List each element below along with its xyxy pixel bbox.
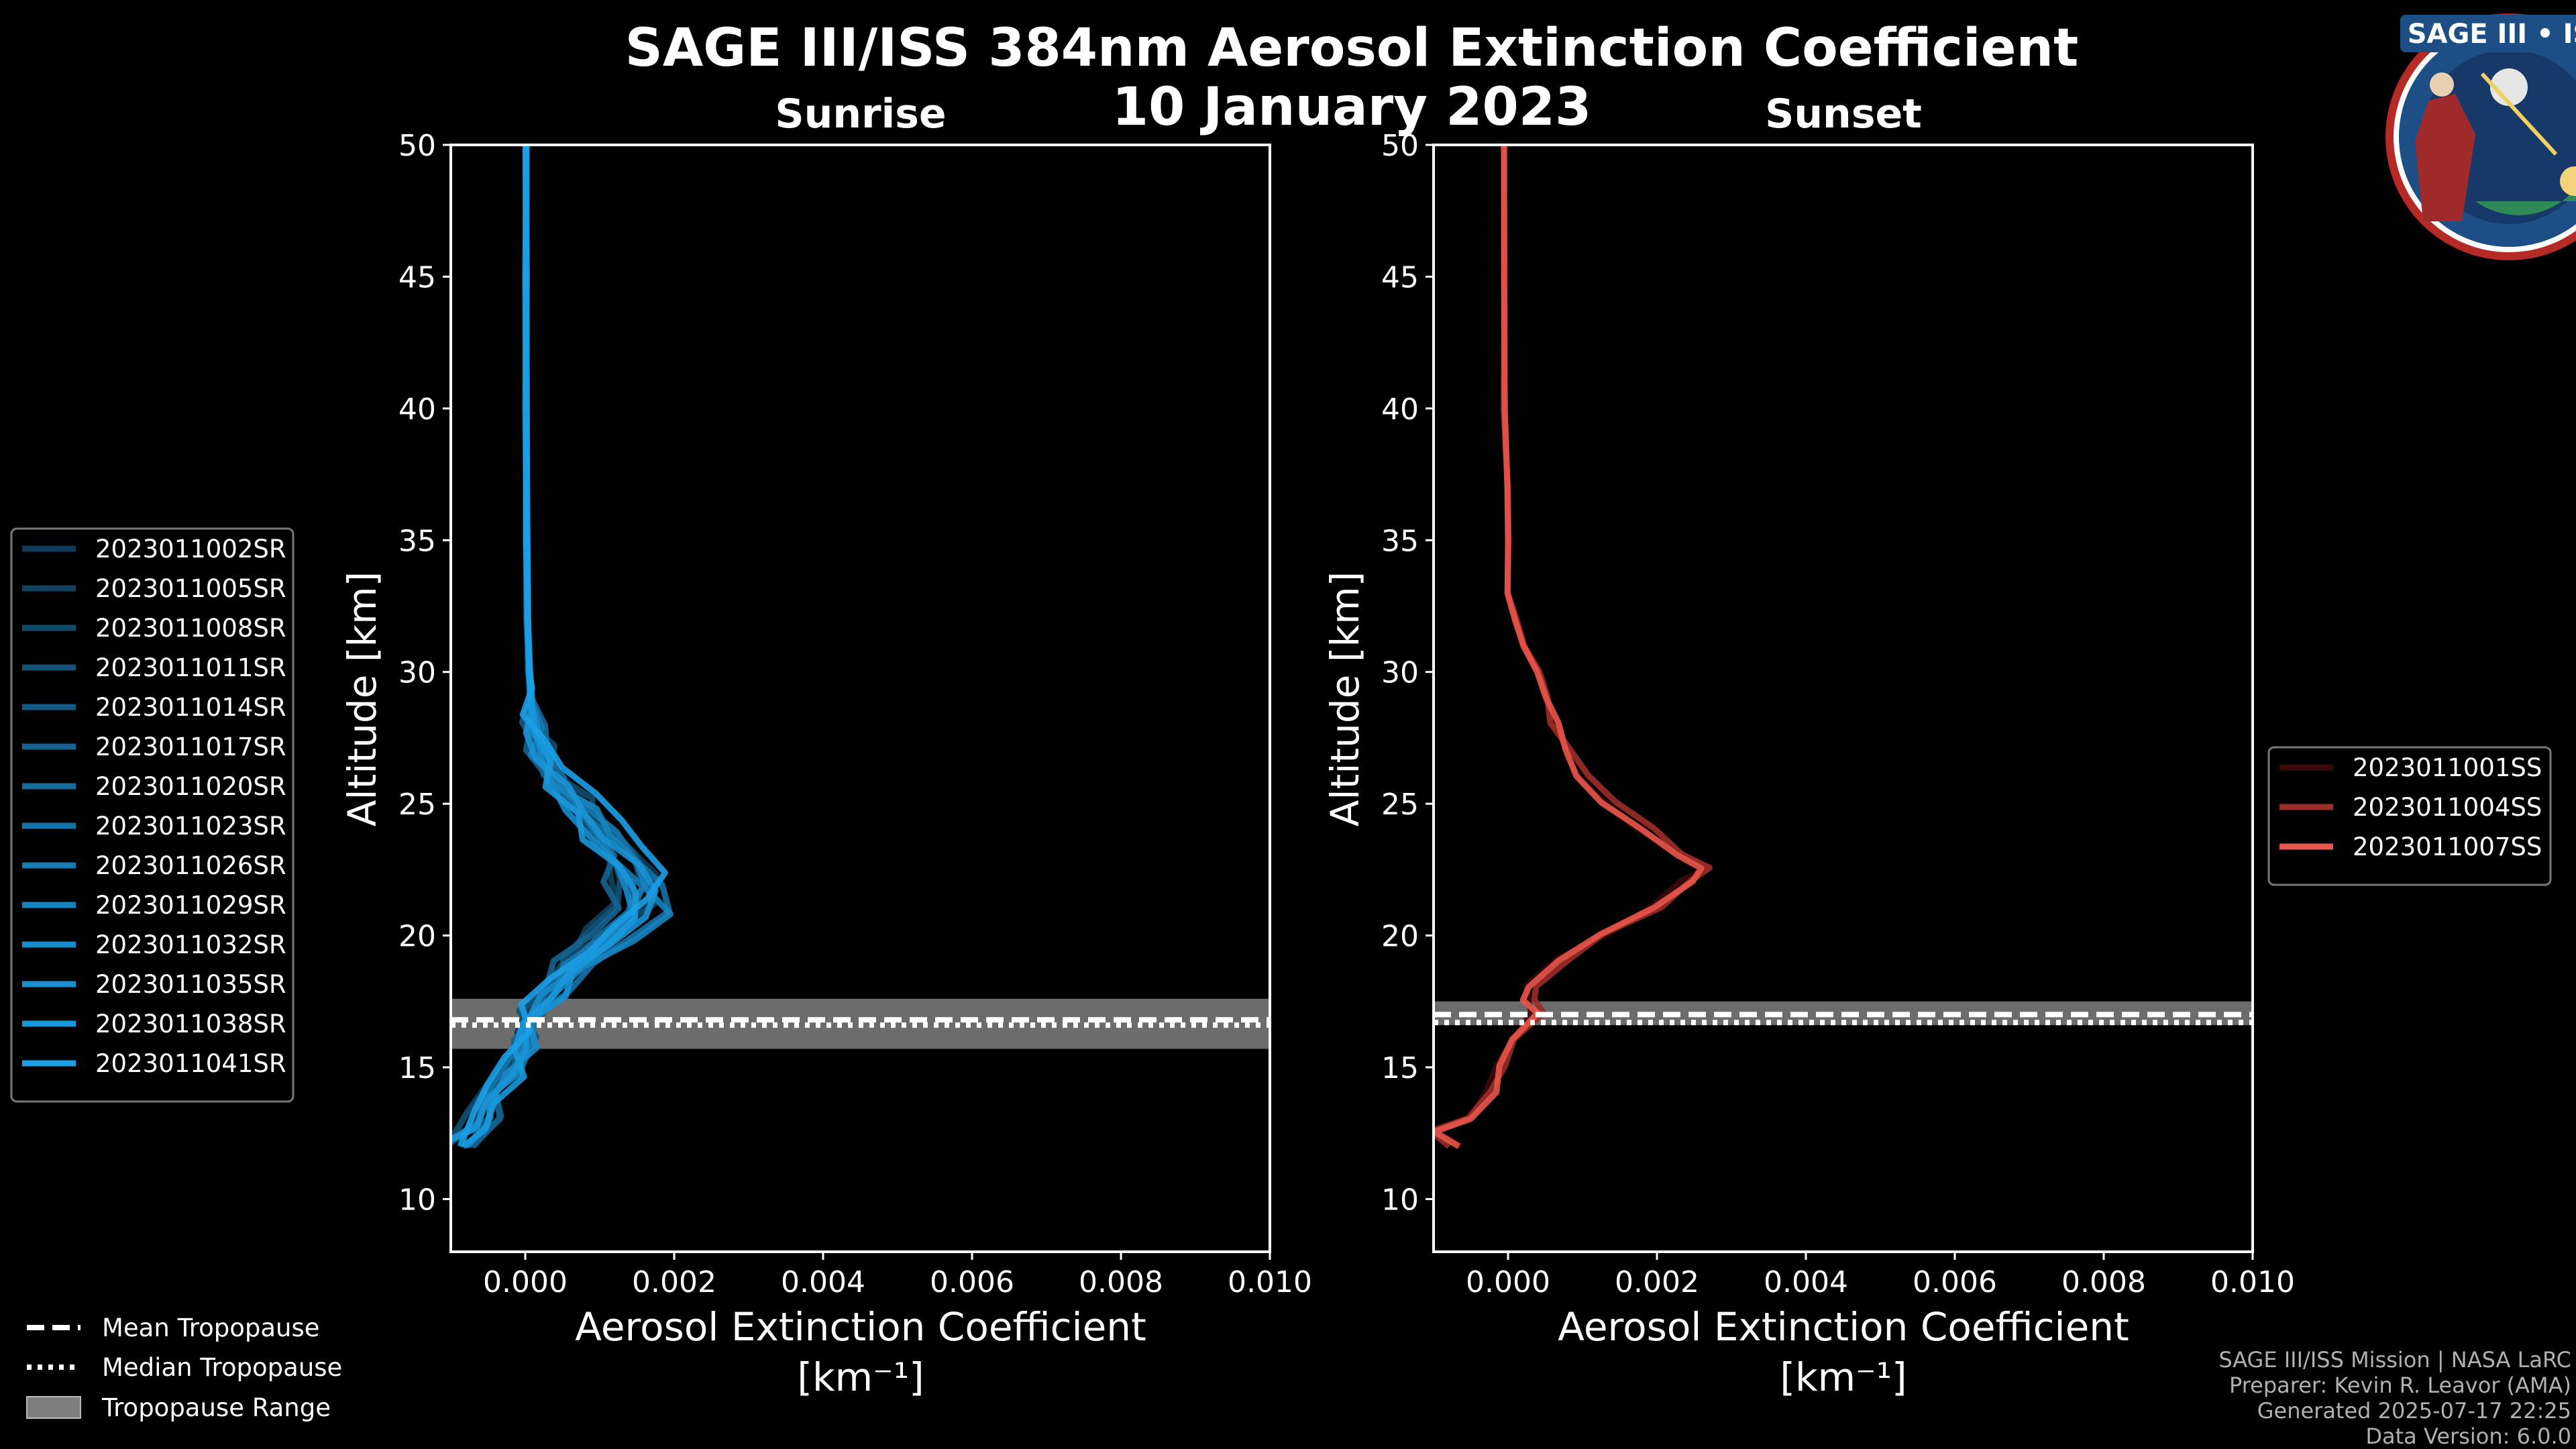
- y-tick-label: 35: [398, 524, 436, 558]
- x-tick-label: 0.008: [1079, 1265, 1163, 1299]
- sunset-xlabel: Aerosol Extinction Coefficient: [1558, 1304, 2129, 1350]
- y-tick-label: 40: [398, 392, 436, 427]
- y-tick-label: 50: [398, 129, 436, 163]
- sunset-legend-frame: [2267, 746, 2552, 886]
- x-tick-label: 0.008: [2061, 1265, 2146, 1299]
- sunrise-title: Sunrise: [775, 91, 946, 138]
- profile-line-2023011041SR: [457, 145, 668, 1148]
- logo-earth-icon: [2475, 187, 2576, 215]
- tropopause-legend: Mean Tropopause Median Tropopause Tropop…: [26, 1313, 342, 1422]
- x-tick-label: 0.004: [781, 1265, 865, 1299]
- sunset-xlabel-unit: [km⁻¹]: [1780, 1354, 1907, 1400]
- legend-label-2023011011SR: 2023011011SR: [95, 653, 286, 682]
- legend-label-2023011007SS: 2023011007SS: [2353, 833, 2542, 861]
- x-tick-label: 0.000: [483, 1265, 568, 1299]
- y-tick-label: 10: [398, 1183, 436, 1217]
- sunset-panel: 10 15 20 25 30 35 40 45 50 0.000 0.002 0.004 0.006 0.…: [1381, 129, 2295, 1299]
- legend-label-2023011032SR: 2023011032SR: [95, 930, 286, 959]
- legend-label-2023011005SR: 2023011005SR: [95, 574, 286, 603]
- legend-label-2023011001SS: 2023011001SS: [2353, 753, 2542, 782]
- y-tick-label: 40: [1381, 392, 1419, 427]
- logo-text: SAGE III • ISS: [2408, 19, 2576, 50]
- y-tick-label: 35: [1381, 524, 1419, 558]
- legend-label-2023011020SR: 2023011020SR: [95, 772, 286, 801]
- y-tick-label: 20: [398, 920, 436, 954]
- legend-label-2023011017SR: 2023011017SR: [95, 733, 286, 761]
- y-tick-label: 50: [1381, 129, 1419, 163]
- y-tick-label: 45: [1381, 260, 1419, 294]
- sunrise-legend: 2023011002SR 2023011005SR 2023011008SR 2023…: [10, 527, 294, 1103]
- y-tick-label: 30: [1381, 656, 1419, 690]
- sunrise-ylabel: Altitude [km]: [339, 572, 385, 826]
- suptitle-line1: SAGE III/ISS 384nm Aerosol Extinction Co…: [625, 18, 2079, 78]
- suptitle-line2: 10 January 2023: [1112, 77, 1592, 138]
- logo-sun-icon: [2490, 68, 2528, 106]
- legend-label-2023011002SR: 2023011002SR: [95, 535, 286, 564]
- x-tick-label: 0.002: [1615, 1265, 1699, 1299]
- x-tick-label: 0.002: [632, 1265, 716, 1299]
- x-tick-label: 0.010: [1228, 1265, 1312, 1299]
- x-tick-label: 0.004: [1764, 1265, 1848, 1299]
- profile-line-2023011007SS: [1434, 145, 1705, 1149]
- legend-label-2023011023SR: 2023011023SR: [95, 812, 286, 841]
- median-tropopause-label: Median Tropopause: [102, 1353, 342, 1382]
- legend-label-2023011035SR: 2023011035SR: [95, 970, 286, 999]
- legend-label-2023011038SR: 2023011038SR: [95, 1010, 286, 1038]
- footer-line1: SAGE III/ISS Mission | NASA LaRC: [2218, 1347, 2571, 1373]
- mean-tropopause-label: Mean Tropopause: [102, 1313, 320, 1342]
- sunrise-xlabel: Aerosol Extinction Coefficient: [575, 1304, 1146, 1350]
- sunrise-legend-frame: [10, 527, 294, 1103]
- sunset-title: Sunset: [1765, 91, 1922, 138]
- x-tick-label: 0.000: [1466, 1265, 1550, 1299]
- footer-line2: Preparer: Kevin R. Leavor (AMA): [2229, 1373, 2571, 1398]
- logo-figure-icon: [2415, 94, 2475, 221]
- y-tick-label: 25: [1381, 788, 1419, 822]
- legend-label-2023011029SR: 2023011029SR: [95, 891, 286, 920]
- tropopause-range-swatch: [26, 1396, 81, 1419]
- legend-label-2023011014SR: 2023011014SR: [95, 693, 286, 722]
- y-tick-label: 15: [398, 1051, 436, 1085]
- sunrise-panel: 10 15 20 25 30 35 40 45 50 0.000 0.002 0.004 0.006 0.…: [398, 129, 1312, 1299]
- sunset-ylabel: Altitude [km]: [1322, 572, 1368, 826]
- y-tick-label: 25: [398, 788, 436, 822]
- legend-label-2023011041SR: 2023011041SR: [95, 1049, 286, 1078]
- sunrise-xlabel-unit: [km⁻¹]: [797, 1354, 924, 1400]
- axes-frame: [1432, 144, 2254, 1253]
- tropopause-range-label: Tropopause Range: [101, 1393, 331, 1422]
- x-tick-label: 0.006: [930, 1265, 1014, 1299]
- sage-iii-iss-logo: SAGE III • ISS: [2385, 13, 2576, 260]
- footer-line4: Data Version: 6.0.0: [2365, 1424, 2571, 1449]
- x-tick-label: 0.006: [1913, 1265, 1997, 1299]
- y-tick-label: 15: [1381, 1051, 1419, 1085]
- y-tick-label: 45: [398, 260, 436, 294]
- sunset-legend: 2023011001SS 2023011004SS 2023011007SS: [2267, 746, 2552, 886]
- axes-frame: [449, 144, 1271, 1253]
- y-tick-label: 10: [1381, 1183, 1419, 1217]
- logo-moon-icon: [2560, 166, 2576, 196]
- legend-label-2023011026SR: 2023011026SR: [95, 851, 286, 880]
- footer-line3: Generated 2025-07-17 22:25: [2257, 1398, 2571, 1424]
- x-tick-label: 0.010: [2210, 1265, 2295, 1299]
- y-tick-label: 30: [398, 656, 436, 690]
- y-tick-label: 20: [1381, 920, 1419, 954]
- legend-label-2023011008SR: 2023011008SR: [95, 614, 286, 643]
- legend-label-2023011004SS: 2023011004SS: [2353, 793, 2542, 822]
